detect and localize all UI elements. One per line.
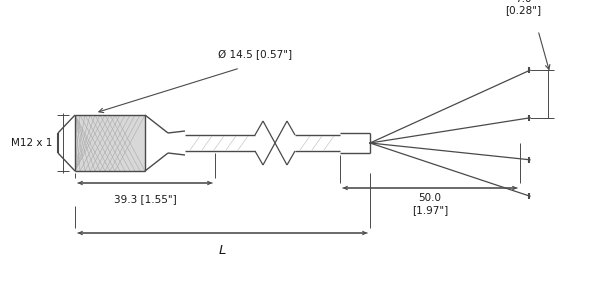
Text: 39.3 [1.55"]: 39.3 [1.55"] xyxy=(114,194,176,204)
Text: L: L xyxy=(219,245,226,257)
Text: M12 x 1: M12 x 1 xyxy=(11,138,53,148)
Text: Ø 14.5 [0.57"]: Ø 14.5 [0.57"] xyxy=(218,50,292,60)
Text: 50.0
[1.97"]: 50.0 [1.97"] xyxy=(412,193,448,215)
Text: 7.0
[0.28"]: 7.0 [0.28"] xyxy=(505,0,541,15)
Polygon shape xyxy=(75,115,145,171)
